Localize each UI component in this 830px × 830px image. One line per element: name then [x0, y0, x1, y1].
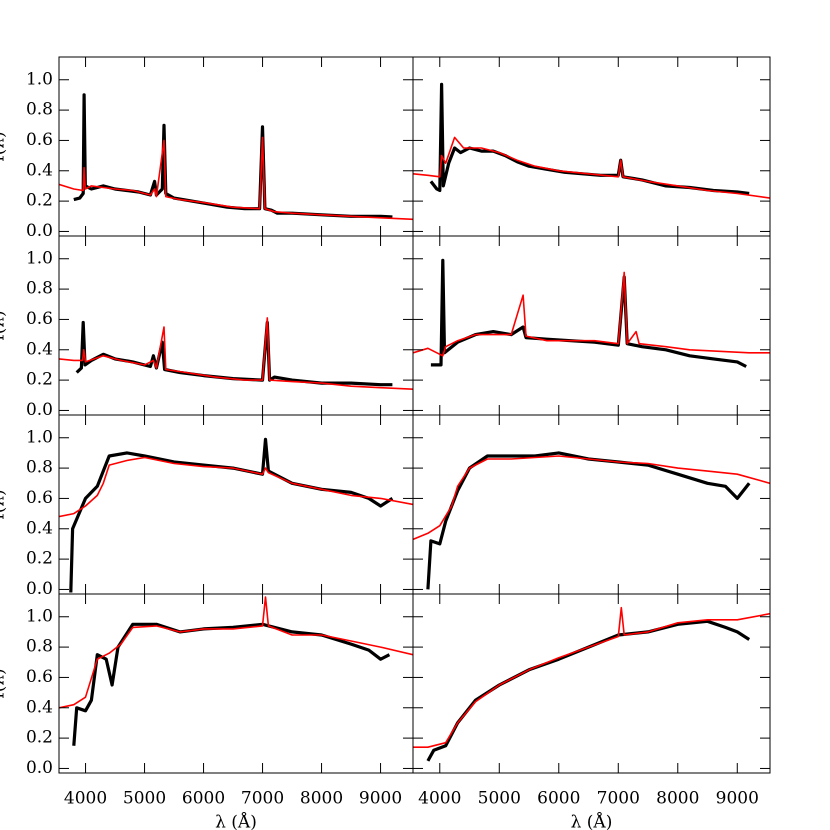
x-tick-label: 4000 — [418, 789, 461, 809]
x-tick-label: 7000 — [241, 789, 284, 809]
x-tick-label: 9000 — [716, 789, 759, 809]
y-tick-label: 0.4 — [26, 697, 53, 717]
y-tick-label: 0.2 — [26, 370, 53, 390]
y-tick-label: 0.0 — [26, 758, 53, 778]
spectrum-line — [59, 596, 413, 709]
spectrum-line — [59, 456, 413, 518]
y-tick-label: 0.8 — [26, 637, 53, 657]
y-axis-title: f(λ) — [0, 489, 9, 519]
y-tick-label: 0.4 — [26, 339, 53, 359]
x-tick-label: 4000 — [64, 789, 107, 809]
y-tick-label: 0.0 — [26, 579, 53, 599]
x-tick-label: 5000 — [478, 789, 521, 809]
y-tick-label: 0.4 — [26, 160, 53, 180]
y-tick-label: 0.2 — [26, 191, 53, 211]
y-tick-label: 0.8 — [26, 279, 53, 299]
x-tick-label: 6000 — [537, 789, 580, 809]
spectrum-line — [413, 606, 770, 748]
spectrum-line — [59, 136, 413, 221]
y-tick-label: 0.8 — [26, 100, 53, 120]
spectrum-line — [75, 320, 393, 387]
spectrum-line — [73, 93, 393, 219]
spectrum-line — [413, 136, 770, 199]
y-tick-label: 0.0 — [26, 221, 53, 241]
y-tick-label: 0.8 — [26, 458, 53, 478]
y-tick-label: 0.2 — [26, 549, 53, 569]
x-tick-label: 8000 — [656, 789, 699, 809]
panel-frame — [412, 593, 771, 774]
x-tick-label: 5000 — [123, 789, 166, 809]
panel-frame — [412, 235, 771, 416]
y-tick-label: 0.6 — [26, 488, 53, 508]
y-tick-label: 0.2 — [26, 728, 53, 748]
y-axis-title: f(λ) — [0, 310, 9, 340]
x-tick-label: 9000 — [359, 789, 402, 809]
y-tick-label: 0.6 — [26, 309, 53, 329]
x-tick-label: 8000 — [300, 789, 343, 809]
spectrum-line — [426, 619, 751, 762]
y-tick-label: 0.0 — [26, 400, 53, 420]
y-tick-label: 1.0 — [26, 606, 53, 626]
y-tick-label: 1.0 — [26, 427, 53, 447]
y-tick-label: 0.6 — [26, 667, 53, 687]
panel-frame — [58, 414, 414, 595]
spectrum-line — [426, 451, 751, 590]
y-tick-label: 0.4 — [26, 518, 53, 538]
x-axis-title: λ (Å) — [571, 812, 613, 830]
spectrum-line — [429, 82, 750, 196]
y-tick-label: 0.6 — [26, 130, 53, 150]
x-axis-title: λ (Å) — [215, 812, 257, 830]
x-tick-label: 7000 — [597, 789, 640, 809]
spectrum-line — [59, 317, 413, 390]
spectrum-line — [413, 455, 770, 541]
y-axis-title: f(λ) — [0, 131, 9, 161]
panel-frame — [412, 414, 771, 595]
panel-frame — [412, 56, 771, 237]
panel-frame — [58, 235, 414, 416]
y-tick-label: 1.0 — [26, 69, 53, 89]
y-axis-title: f(λ) — [0, 668, 9, 698]
y-tick-label: 1.0 — [26, 248, 53, 268]
spectrum-line — [413, 271, 770, 357]
x-tick-label: 6000 — [182, 789, 225, 809]
spectrum-line — [430, 258, 747, 368]
